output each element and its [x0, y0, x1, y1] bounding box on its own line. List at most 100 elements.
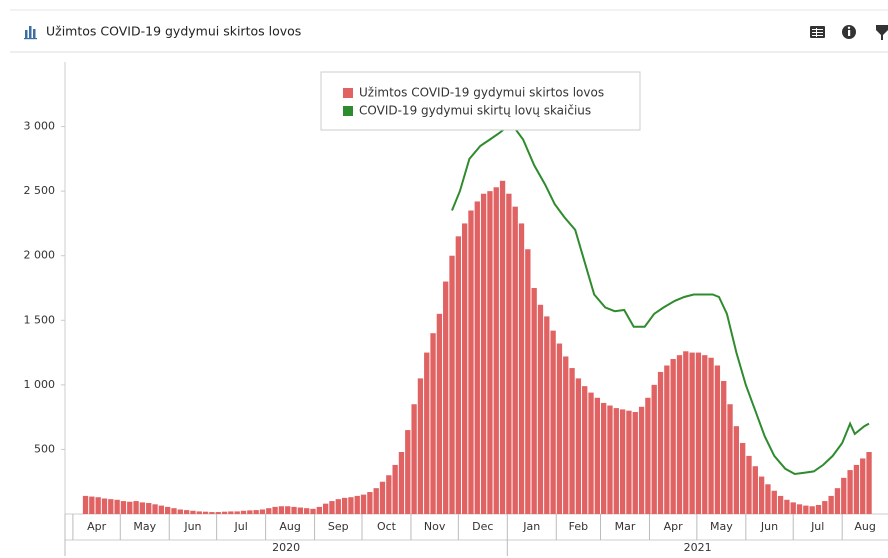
bar [758, 476, 765, 514]
bar [234, 511, 240, 514]
bar [746, 455, 752, 514]
bar [657, 371, 664, 514]
bar [556, 343, 563, 514]
bar [607, 405, 613, 514]
bar [676, 355, 683, 514]
bar [853, 464, 860, 514]
bar [822, 501, 828, 514]
bar [512, 206, 518, 514]
line [451, 125, 870, 476]
bar [430, 333, 436, 514]
bar [133, 501, 139, 514]
bar [506, 193, 512, 514]
bar [322, 503, 329, 514]
bar [329, 501, 335, 514]
bar [253, 510, 259, 514]
bar [209, 512, 215, 514]
bar [784, 499, 790, 514]
bar [569, 368, 575, 514]
bar [127, 501, 133, 514]
bar [828, 495, 834, 514]
bar [310, 508, 316, 514]
bar [108, 499, 114, 514]
x-tick-label: Apr [664, 520, 684, 533]
x-tick-label: Sep [328, 520, 349, 533]
bar [152, 504, 158, 514]
bar [247, 510, 253, 514]
bar [468, 210, 474, 514]
info-icon[interactable] [842, 25, 856, 39]
bar [796, 504, 803, 514]
bar [240, 510, 247, 514]
y-tick-label: 2 500 [24, 184, 56, 197]
chart-icon [24, 26, 37, 40]
bar [518, 223, 525, 514]
bar [815, 504, 822, 514]
year-label: 2021 [684, 541, 712, 554]
bar [341, 497, 348, 514]
x-tick-label: Jun [183, 520, 201, 533]
bar [335, 499, 341, 514]
legend-swatch [343, 88, 353, 98]
x-tick-label: Aug [854, 520, 875, 533]
bar [695, 352, 702, 514]
bar [436, 313, 443, 514]
bar [89, 496, 95, 514]
y-tick-label: 1 500 [24, 313, 56, 326]
bar [480, 193, 487, 514]
legend: Užimtos COVID-19 gydymui skirtos lovos CO… [343, 86, 604, 118]
bar [683, 351, 689, 514]
bar [348, 497, 354, 514]
bar [582, 386, 588, 514]
table-icon[interactable] [810, 26, 825, 38]
bar [266, 508, 272, 514]
bar [82, 495, 89, 514]
bar [405, 430, 411, 514]
bar [461, 223, 468, 514]
bar [171, 508, 177, 514]
bar [398, 452, 405, 514]
filter-icon[interactable] [876, 25, 888, 40]
bar [727, 404, 733, 514]
bar [101, 498, 108, 514]
y-tick-label: 500 [34, 442, 55, 455]
bar [537, 304, 544, 514]
bar [291, 506, 297, 514]
bar [790, 502, 796, 514]
chart-title: Užimtos COVID-19 gydymui skirtos lovos [46, 24, 301, 39]
bar [860, 458, 866, 514]
bar [499, 180, 506, 514]
bar [474, 201, 480, 514]
bar [550, 330, 556, 514]
bar [285, 506, 291, 514]
bar [740, 442, 746, 514]
bar [563, 356, 569, 514]
bar [632, 411, 638, 514]
bar [221, 511, 228, 514]
bar [638, 406, 645, 514]
bar [443, 281, 449, 514]
legend-swatch [343, 106, 353, 116]
bar [834, 488, 841, 514]
bar [392, 464, 398, 514]
bar [765, 484, 771, 514]
bar [373, 488, 379, 514]
x-tick-label: May [133, 520, 156, 533]
bar [424, 352, 430, 514]
bar [777, 495, 784, 514]
bar [183, 510, 190, 514]
bar [752, 466, 758, 514]
bar [190, 510, 196, 514]
bar [841, 477, 847, 514]
bar [619, 409, 626, 514]
bar [449, 255, 455, 514]
x-tick-label: Feb [569, 520, 588, 533]
bar [531, 288, 537, 514]
bar [702, 355, 708, 514]
y-tick-label: 2 000 [24, 249, 56, 262]
bar [664, 365, 670, 514]
legend-box [320, 71, 641, 131]
bar [165, 506, 171, 514]
x-tick-label: Oct [377, 520, 397, 533]
bar [689, 352, 695, 514]
